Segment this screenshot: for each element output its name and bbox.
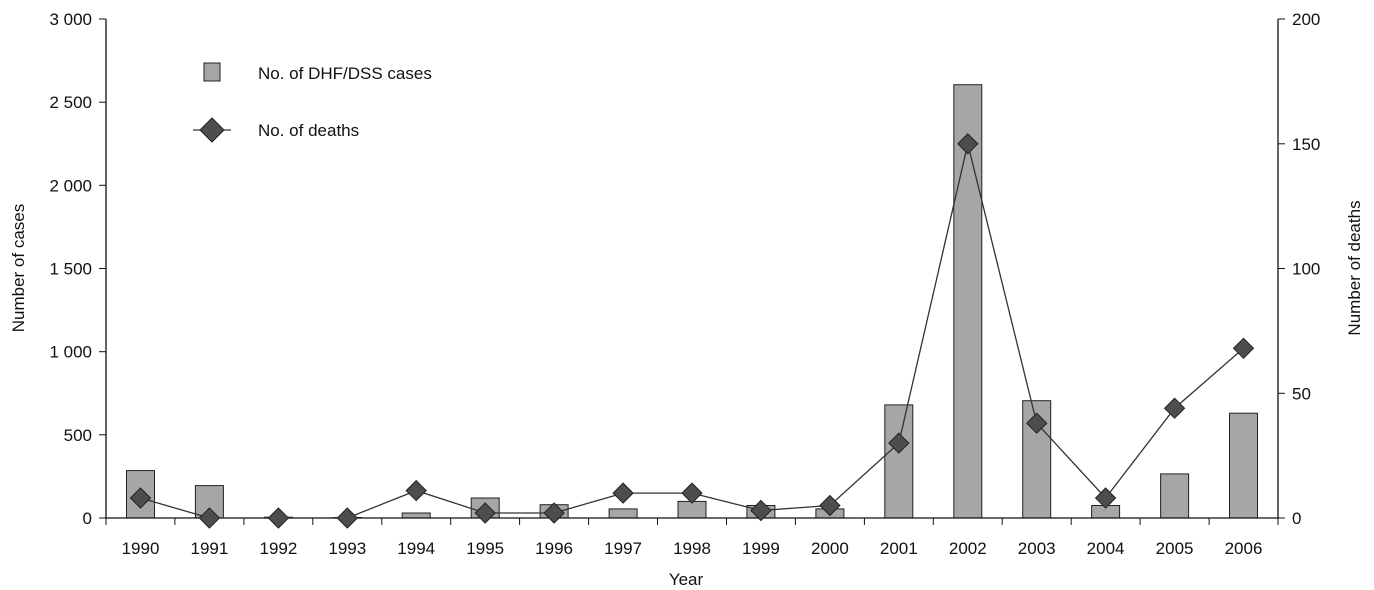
bar-cases-2005 — [1160, 473, 1190, 519]
x-tick-label-2001: 2001 — [880, 539, 918, 558]
y-tick-label: 1 000 — [49, 343, 92, 362]
deaths-marker-2004 — [1094, 487, 1117, 509]
bar-cases-2006 — [1229, 412, 1258, 519]
deaths-marker-2000 — [819, 494, 841, 517]
y-tick-label: 3 000 — [49, 10, 92, 29]
deaths-marker-1999 — [750, 499, 772, 522]
x-axis-title: Year — [669, 570, 704, 589]
x-tick-label-1990: 1990 — [122, 539, 160, 558]
bar-cases-2001 — [884, 404, 914, 519]
legend-label-cases: No. of DHF/DSS cases — [258, 64, 432, 83]
x-tick-label-1996: 1996 — [535, 539, 573, 558]
bars-layer — [126, 84, 1258, 519]
y2-axis-title: Number of deaths — [1345, 200, 1364, 335]
y2-tick-label: 0 — [1292, 509, 1301, 528]
deaths-marker-1996 — [543, 502, 565, 524]
x-tick-label-1997: 1997 — [604, 539, 642, 558]
line-layer — [129, 133, 1255, 529]
deaths-marker-2006 — [1232, 337, 1255, 360]
x-tick-label-1999: 1999 — [742, 539, 780, 558]
deaths-marker-2001 — [888, 432, 910, 454]
y-tick-label: 1 500 — [49, 260, 92, 279]
legend-swatch-cases — [203, 62, 221, 82]
y-tick-label: 2 500 — [49, 93, 92, 112]
x-tick-label-2004: 2004 — [1087, 539, 1125, 558]
x-tick-label-2000: 2000 — [811, 539, 849, 558]
y-tick-label: 500 — [64, 426, 92, 445]
y2-tick-label: 100 — [1292, 260, 1320, 279]
deaths-marker-2002 — [957, 133, 979, 155]
axes-layer — [105, 19, 1279, 519]
y2-tick-label: 50 — [1292, 384, 1311, 403]
deaths-line — [140, 143, 1244, 519]
deaths-marker-1994 — [405, 479, 427, 502]
deaths-marker-1998 — [681, 482, 703, 504]
legend: No. of DHF/DSS cases No. of deaths — [193, 62, 432, 143]
bar-cases-1998 — [677, 500, 707, 519]
deaths-marker-2003 — [1025, 412, 1048, 434]
x-tick-label-1995: 1995 — [466, 539, 504, 558]
deaths-marker-1992 — [267, 507, 290, 529]
x-tick-label-1998: 1998 — [673, 539, 711, 558]
bar-cases-1997 — [608, 508, 638, 519]
deaths-marker-1991 — [198, 507, 221, 529]
legend-label-deaths: No. of deaths — [258, 121, 359, 140]
x-tick-label-2002: 2002 — [949, 539, 987, 558]
y-tick-label: 0 — [83, 509, 92, 528]
deaths-marker-1997 — [612, 482, 634, 504]
ticks-layer: 1990 1991 1992 1993 1994 1995 1996 1997 1998 1999… — [49, 10, 1320, 558]
x-tick-label-2005: 2005 — [1156, 539, 1194, 558]
x-tick-label-1992: 1992 — [259, 539, 297, 558]
bar-cases-2002 — [953, 84, 983, 519]
x-tick-label-1991: 1991 — [190, 539, 228, 558]
legend-marker-deaths — [199, 117, 225, 143]
x-tick-label-1993: 1993 — [328, 539, 366, 558]
deaths-marker-1990 — [129, 487, 152, 509]
y2-tick-label: 200 — [1292, 10, 1320, 29]
x-tick-label-1994: 1994 — [397, 539, 435, 558]
y2-tick-label: 150 — [1292, 135, 1320, 154]
x-tick-label-2003: 2003 — [1018, 539, 1056, 558]
x-tick-label-2006: 2006 — [1225, 539, 1263, 558]
y-tick-label: 2 000 — [49, 176, 92, 195]
deaths-marker-1995 — [474, 502, 496, 524]
y-axis-title: Number of cases — [9, 204, 28, 333]
deaths-marker-2005 — [1163, 397, 1186, 419]
deaths-marker-1993 — [336, 507, 359, 529]
bar-cases-1994 — [401, 512, 431, 519]
